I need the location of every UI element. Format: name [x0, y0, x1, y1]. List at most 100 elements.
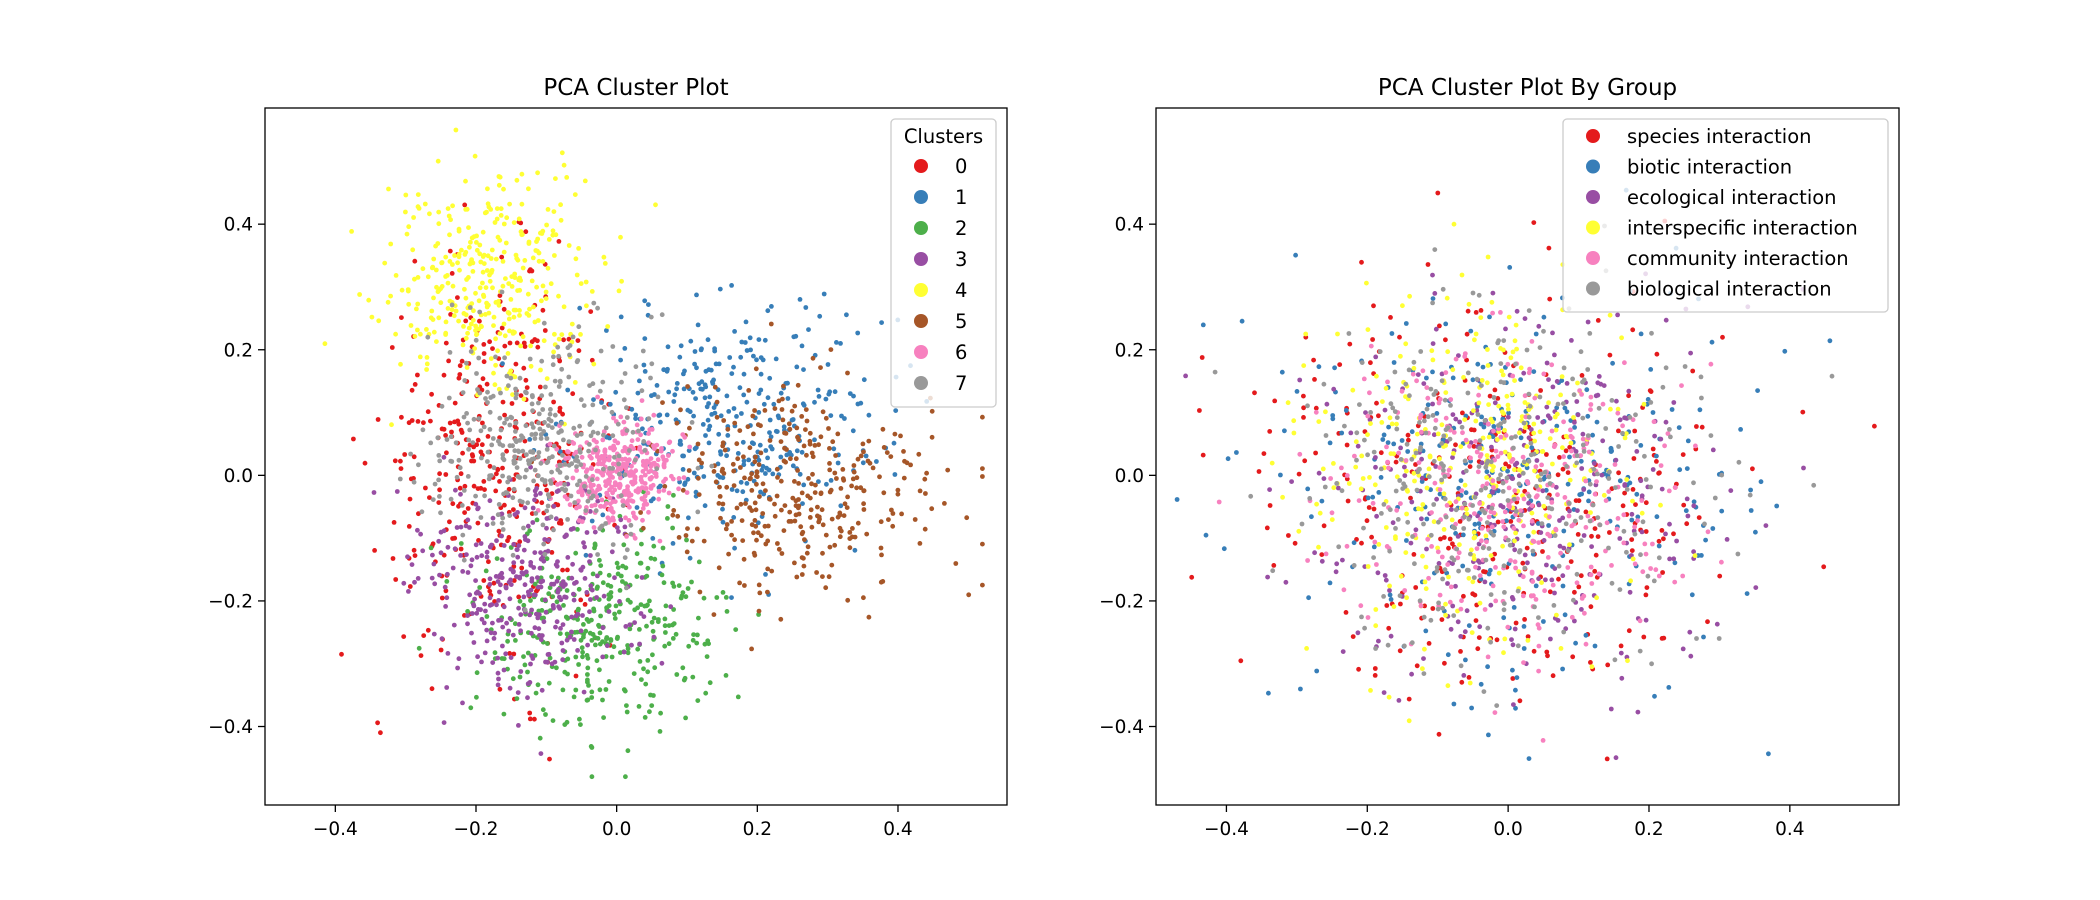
data-point	[419, 509, 425, 515]
data-point	[1465, 370, 1471, 376]
data-point	[598, 503, 603, 509]
data-point	[1492, 400, 1498, 406]
data-point	[601, 405, 607, 410]
data-point	[738, 479, 744, 485]
data-point	[1447, 536, 1453, 542]
data-point	[725, 433, 731, 438]
data-point	[1659, 528, 1665, 533]
data-point	[654, 383, 660, 388]
data-point	[482, 487, 487, 492]
data-point	[741, 462, 747, 468]
data-point	[860, 460, 866, 466]
data-point	[1443, 612, 1448, 618]
data-point	[399, 287, 405, 293]
data-point	[615, 421, 621, 427]
data-point	[467, 427, 473, 433]
data-point	[1491, 485, 1496, 490]
data-point	[1468, 551, 1473, 557]
data-point	[1443, 337, 1448, 343]
data-point	[499, 325, 505, 331]
data-point	[435, 158, 441, 164]
data-point	[1359, 540, 1364, 546]
data-point	[525, 650, 531, 656]
data-point	[432, 581, 438, 587]
data-point	[758, 387, 764, 393]
data-point	[490, 436, 496, 441]
data-point	[1451, 557, 1457, 563]
data-point	[1542, 588, 1547, 594]
data-point	[580, 613, 585, 618]
data-point	[1365, 327, 1371, 332]
data-point	[474, 442, 480, 448]
data-point	[746, 388, 752, 393]
data-point	[1561, 629, 1567, 635]
data-point	[612, 616, 618, 621]
data-point	[692, 361, 697, 367]
data-point	[634, 505, 640, 510]
data-point	[1372, 666, 1378, 671]
data-point	[1465, 308, 1471, 314]
data-point	[732, 329, 737, 334]
data-point	[1477, 445, 1482, 451]
data-point	[649, 361, 655, 367]
data-point	[475, 387, 480, 392]
data-point	[1473, 439, 1478, 444]
data-point	[569, 629, 574, 635]
data-point	[460, 700, 465, 706]
data-point	[398, 361, 403, 367]
data-point	[416, 511, 421, 517]
data-point	[521, 602, 527, 608]
data-point	[641, 666, 646, 672]
data-point	[532, 550, 538, 555]
data-point	[788, 452, 794, 458]
data-point	[812, 490, 818, 495]
data-point	[1489, 299, 1495, 305]
data-point	[1654, 351, 1660, 357]
data-point	[1630, 556, 1636, 562]
data-point	[1574, 453, 1580, 459]
data-point	[820, 409, 826, 415]
data-point	[552, 659, 558, 665]
data-point	[1314, 501, 1319, 507]
data-point	[1547, 589, 1553, 595]
data-point	[765, 523, 771, 529]
data-point	[685, 384, 690, 389]
data-point	[609, 549, 615, 555]
data-point	[1663, 365, 1669, 371]
data-point	[916, 451, 922, 457]
data-point	[633, 468, 639, 474]
data-point	[1197, 408, 1202, 413]
data-point	[1719, 559, 1724, 565]
legend-marker	[1586, 251, 1600, 265]
data-point	[1305, 558, 1310, 563]
data-point	[1728, 488, 1734, 493]
data-point	[446, 395, 452, 401]
data-point	[1368, 360, 1373, 366]
data-point	[404, 231, 410, 237]
data-point	[1398, 501, 1403, 506]
data-point	[540, 259, 546, 264]
data-point	[553, 176, 558, 182]
data-point	[574, 468, 579, 473]
data-point	[618, 234, 623, 240]
data-point	[500, 624, 506, 630]
data-point	[639, 485, 645, 490]
data-point	[1479, 525, 1485, 531]
data-point	[1365, 452, 1370, 458]
data-point	[500, 361, 505, 366]
data-point	[362, 460, 368, 466]
data-point	[1520, 470, 1526, 476]
data-point	[1667, 556, 1672, 562]
data-point	[1589, 544, 1594, 549]
data-point	[485, 389, 490, 395]
data-point	[551, 399, 556, 405]
data-point	[408, 451, 413, 457]
data-point	[1384, 444, 1389, 450]
data-point	[1429, 510, 1434, 515]
data-point	[467, 592, 473, 598]
data-point	[892, 431, 898, 437]
data-point	[575, 648, 580, 653]
data-point	[1539, 580, 1544, 585]
data-point	[762, 408, 768, 413]
data-point	[1560, 515, 1566, 521]
